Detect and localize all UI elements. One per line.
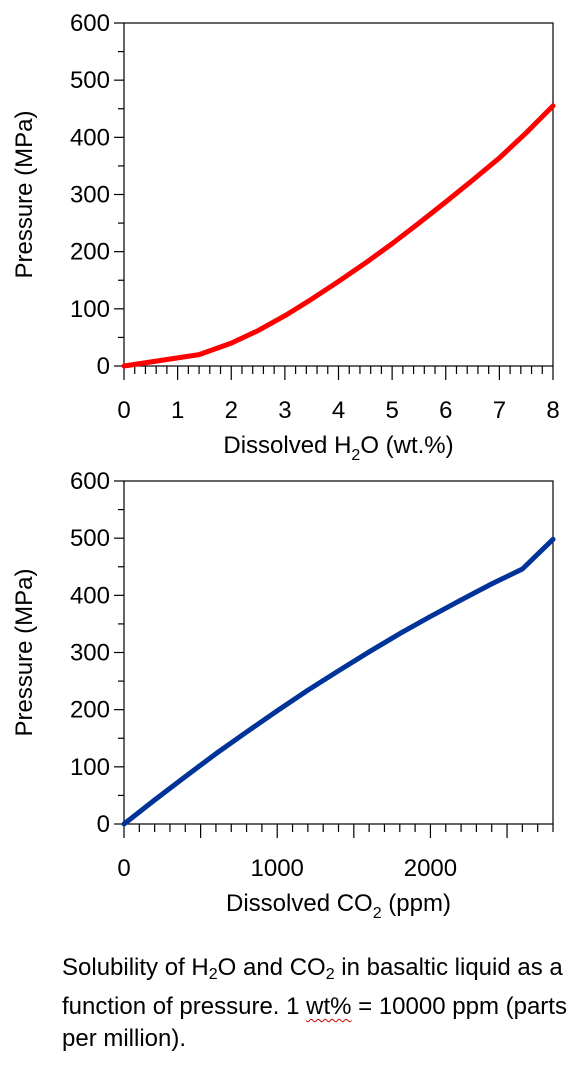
- x-axis-title-subscript: 2: [373, 905, 382, 922]
- y-tick-label: 200: [70, 239, 110, 266]
- y-tick-label: 300: [70, 640, 110, 667]
- caption-text-2: O and CO: [217, 954, 326, 981]
- caption-text-3: in basaltic liquid as a function of pres…: [62, 954, 563, 1020]
- x-axis-title-text: (ppm): [382, 890, 451, 917]
- series-line: [121, 536, 556, 827]
- y-tick-label: 0: [97, 353, 110, 380]
- caption-sub-2: 2: [325, 966, 335, 983]
- y-tick-label: 100: [70, 296, 110, 323]
- x-tick-label: 6: [439, 397, 452, 424]
- x-axis-title-subscript: 2: [351, 447, 360, 464]
- x-tick-label: 2: [225, 397, 238, 424]
- y-tick-label: 100: [70, 754, 110, 781]
- y-tick-label: 200: [70, 697, 110, 724]
- y-axis-title: Pressure (MPa): [11, 568, 38, 736]
- x-tick-label: 0: [117, 397, 130, 424]
- y-tick-label: 600: [70, 10, 110, 37]
- caption-wt-percent: wt%: [306, 993, 352, 1020]
- x-axis-title: Dissolved CO2 (ppm): [226, 890, 451, 922]
- x-tick-label: 1000: [251, 855, 304, 882]
- caption-text-4: = 10000 ppm (parts per million).: [62, 993, 567, 1052]
- x-tick-label: 0: [117, 855, 130, 882]
- y-axis-title: Pressure (MPa): [11, 110, 38, 278]
- y-tick-label: 0: [97, 811, 110, 838]
- y-tick-label: 400: [70, 124, 110, 151]
- plot-frame: [123, 22, 554, 367]
- x-tick-label: 3: [278, 397, 291, 424]
- y-tick-label: 300: [70, 182, 110, 209]
- y-tick-label: 600: [70, 468, 110, 495]
- y-tick-label: 400: [70, 582, 110, 609]
- y-tick-label: 500: [70, 67, 110, 94]
- x-tick-label: 7: [493, 397, 506, 424]
- caption-sub-1: 2: [208, 966, 218, 983]
- x-tick-label: 5: [385, 397, 398, 424]
- x-axis-title-text: Dissolved CO: [226, 890, 373, 917]
- x-tick-label: 4: [332, 397, 345, 424]
- chart-1: 0 100 200 300 400 500 600 0 1 2 3 4 5 6 7 8 Pressure (MP…: [11, 10, 560, 464]
- x-axis-title: Dissolved H2O (wt.%): [223, 432, 453, 464]
- x-tick-label: 8: [546, 397, 559, 424]
- x-tick-label: 1: [171, 397, 184, 424]
- y-tick-label: 500: [70, 525, 110, 552]
- x-axis-title-text: O (wt.%): [360, 432, 453, 459]
- chart-2: 0 100 200 300 400 500 600 0 1000 2000 Pressure (MP…: [11, 468, 556, 922]
- series-line: [121, 103, 556, 369]
- figure-caption: Solubility of H2O and CO2 in basaltic li…: [62, 952, 572, 1055]
- x-tick-label: 2000: [404, 855, 457, 882]
- x-axis-title-text: Dissolved H: [223, 432, 351, 459]
- caption-text-1: Solubility of H: [62, 954, 209, 981]
